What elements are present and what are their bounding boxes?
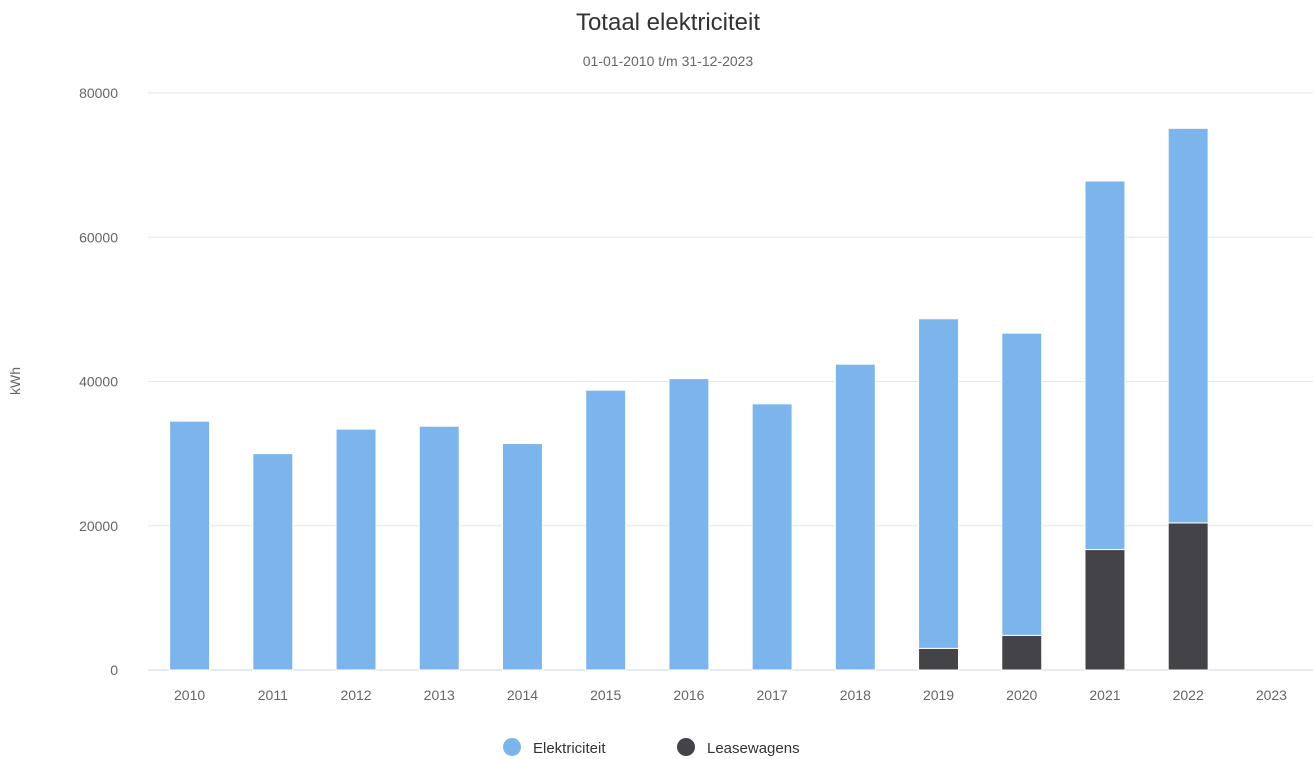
x-tick-label: 2019 — [923, 687, 954, 703]
y-tick-label: 40000 — [79, 374, 118, 390]
bars — [169, 127, 1209, 671]
x-tick-label: 2020 — [1006, 687, 1037, 703]
legend-label-elektriciteit[interactable]: Elektriciteit — [533, 740, 606, 757]
bar-leasewagens-2020 — [1001, 634, 1043, 671]
gridlines — [148, 92, 1313, 671]
y-tick-label: 80000 — [79, 85, 118, 101]
chart-title: Totaal elektriciteit — [576, 9, 760, 36]
x-tick-label: 2017 — [757, 687, 788, 703]
bar-elektriciteit-2015 — [585, 389, 627, 671]
x-tick-label: 2013 — [424, 687, 455, 703]
chart-subtitle: 01-01-2010 t/m 31-12-2023 — [583, 53, 754, 69]
x-tick-label: 2023 — [1256, 687, 1287, 703]
legend-label-leasewagens[interactable]: Leasewagens — [707, 740, 800, 757]
bar-elektriciteit-2017 — [751, 403, 793, 671]
legend: Elektriciteit Leasewagens — [503, 738, 800, 757]
legend-marker-elektriciteit[interactable] — [503, 738, 521, 756]
bar-elektriciteit-2020 — [1001, 332, 1043, 636]
bar-elektriciteit-2014 — [501, 443, 543, 671]
x-tick-label: 2016 — [673, 687, 704, 703]
y-tick-label: 60000 — [79, 229, 118, 245]
legend-marker-leasewagens[interactable] — [677, 738, 695, 756]
bar-elektriciteit-2016 — [668, 378, 710, 671]
x-tick-label: 2022 — [1173, 687, 1204, 703]
y-axis-title: kWh — [7, 367, 23, 395]
bar-leasewagens-2019 — [918, 647, 960, 671]
bar-elektriciteit-2022 — [1167, 127, 1209, 524]
y-tick-label: 20000 — [79, 518, 118, 534]
x-tick-label: 2010 — [174, 687, 205, 703]
x-axis-ticks: 2010 2011 2012 2013 2014 2015 2016 2017 2018 2019… — [174, 687, 1287, 703]
bar-elektriciteit-2019 — [918, 318, 960, 649]
bar-leasewagens-2022 — [1167, 522, 1209, 671]
y-tick-label: 0 — [110, 662, 118, 678]
x-tick-label: 2021 — [1089, 687, 1120, 703]
x-tick-label: 2014 — [507, 687, 538, 703]
bar-elektriciteit-2021 — [1084, 180, 1126, 551]
x-tick-label: 2018 — [840, 687, 871, 703]
x-tick-label: 2012 — [340, 687, 371, 703]
bar-elektriciteit-2013 — [418, 425, 460, 671]
y-axis-ticks: 0 20000 40000 60000 80000 — [79, 85, 118, 678]
bar-elektriciteit-2018 — [834, 363, 876, 671]
bar-leasewagens-2021 — [1084, 549, 1126, 671]
bar-elektriciteit-2010 — [169, 420, 211, 671]
bar-elektriciteit-2011 — [252, 453, 294, 671]
x-tick-label: 2015 — [590, 687, 621, 703]
bar-elektriciteit-2012 — [335, 428, 377, 671]
x-tick-label: 2011 — [258, 687, 288, 703]
